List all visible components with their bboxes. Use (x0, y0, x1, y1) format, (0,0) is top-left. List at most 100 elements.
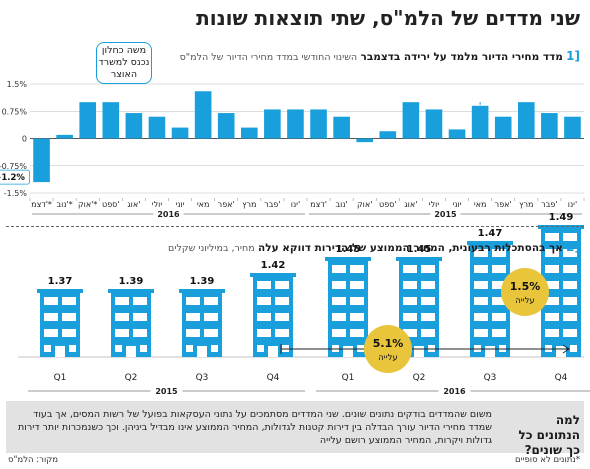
chart2-building-window (421, 281, 435, 289)
chart2-building-window (275, 313, 289, 321)
chart2-building-window (563, 265, 577, 273)
chart1-bar (125, 113, 143, 139)
chart2-building-door (414, 346, 424, 357)
chart1-bar (79, 102, 97, 139)
data-note: *נתונים לא סופיים (515, 455, 580, 465)
chart2-building-window (428, 345, 435, 352)
chart2-building-roof (325, 257, 371, 261)
chart2-building (328, 261, 368, 357)
chart2-building-window (133, 329, 147, 337)
chart1-bar (471, 105, 489, 139)
chart1-bar (33, 138, 50, 183)
chart1-x-tick-label: מאי (197, 200, 210, 209)
chart1-grid (30, 83, 584, 194)
chart2-building-window (545, 329, 559, 337)
chart2-building-window (115, 329, 129, 337)
chart1-year-bg (153, 208, 184, 220)
chart2-x-tick-label: Q4 (267, 373, 280, 383)
chart2-building-window (499, 345, 506, 352)
chart2-year-label: 2016 (443, 387, 466, 396)
source-note: מקור: הלמ"ס (8, 455, 59, 465)
chart2-building-window (211, 345, 218, 352)
chart1-svg: 1.5% 0.75% 0 -0.75% -1.5% ינו' פבר' מרץ אפר' מאי… (0, 80, 590, 397)
chart1-year-label: 2016 (157, 210, 180, 219)
chart1-bar (310, 109, 327, 139)
chart2-building-roof (396, 257, 442, 261)
chart1-x-tick-label: ספט' (102, 200, 120, 209)
chart1-bar (264, 109, 281, 139)
chart2-building-window (570, 345, 577, 352)
chart2-x-tick-label: Q3 (196, 373, 209, 383)
chart2-building-window (44, 297, 58, 305)
chart2-building-door (343, 346, 353, 357)
chart2-buildings: 1.37 1.39 1.39 1.42 1.45 1.45 1.47 1.49 (37, 212, 584, 357)
chart2-building-window (357, 345, 364, 352)
chart2-building-window (545, 281, 559, 289)
chart2-x-axis: Q1 Q2 Q3 Q4 Q1 Q2 Q3 Q4 (54, 373, 568, 383)
chart2-building-window (350, 297, 364, 305)
chart1-x-tick-label: יולי (152, 200, 163, 209)
chart2-building-window (421, 313, 435, 321)
chart2-building-window (275, 281, 289, 289)
chart2-building-window (474, 265, 488, 273)
chart2-building-window (492, 281, 506, 289)
chart2-building-window (204, 329, 218, 337)
chart2-building-roof (179, 289, 225, 293)
chart2-building-window (350, 281, 364, 289)
chart2-building-window (69, 345, 76, 352)
chart2-value-label: 1.47 (478, 228, 503, 239)
chart2-building-door (485, 346, 495, 357)
section1-number: [1 (566, 49, 580, 63)
chart2-arrow-head (562, 344, 570, 354)
chart1-x-axis: ינו' פבר' מרץ אפר' מאי יוני יולי אוג' ספט' אוק' נו… (29, 198, 585, 209)
chart2-value-label: 1.39 (190, 276, 215, 287)
chart2-building-window (350, 265, 364, 273)
chart2-building-window (332, 265, 346, 273)
chart1-x-tick-label: נוב'* (57, 200, 73, 209)
chart2-year-label: 2015 (155, 387, 178, 396)
chart2-badge-label: עלייה (515, 296, 535, 306)
chart2-building-window (257, 329, 271, 337)
chart2-building-window (545, 265, 559, 273)
chart2-building-window (563, 329, 577, 337)
chart1-x-tick-label: אפר' (495, 200, 512, 209)
chart2-building-window (257, 281, 271, 289)
chart2-building-window (133, 313, 147, 321)
chart2-building-window (563, 233, 577, 241)
chart1-x-tick-label: יוני (176, 200, 185, 209)
chart1-x-tick-label: יולי (429, 200, 440, 209)
chart2-building-window (563, 281, 577, 289)
chart2-x-tick-label: Q1 (54, 373, 67, 383)
chart1-value-label-box (0, 169, 30, 185)
chart1-x-tick-label: אוג' (404, 200, 417, 209)
chart2-building-window (186, 313, 200, 321)
section1-subtitle: השינוי החודשי במדד מחירי הדיור של הלמ"ס (179, 52, 358, 63)
chart1-bar (171, 127, 189, 139)
chart2-building-door (126, 346, 136, 357)
chart1-x-tick-label: ינו' (568, 200, 577, 209)
chart2-building-window (332, 345, 339, 352)
chart1-x-tick-label: אוק'* (78, 200, 97, 209)
chart1-bar (194, 91, 212, 139)
chart2-badge-q3q4 (501, 268, 549, 316)
chart2-building-window (545, 249, 559, 257)
chart2-x-tick-label: Q2 (413, 373, 426, 383)
chart2-building-window (186, 297, 200, 305)
section1-title: מדד מחירי הדיור מלמד על ירידה בדצמבר (360, 51, 563, 63)
chart2-building-window (545, 345, 552, 352)
chart2-building-window (474, 329, 488, 337)
chart1-bar (425, 109, 443, 139)
chart1-year-label: 2015 (434, 210, 457, 219)
chart2-value-label: 1.39 (119, 276, 144, 287)
chart2-building-window (421, 297, 435, 305)
chart1-bars (33, 91, 581, 183)
chart2-building-window (332, 297, 346, 305)
chart2-building-door (268, 346, 278, 357)
chart2-building-window (403, 281, 417, 289)
chart2-building-window (403, 329, 417, 337)
chart2-building-window (474, 297, 488, 305)
chart2-annotations: 5.1% עלייה 1.5% עלייה (280, 268, 570, 373)
chart2-building-window (44, 345, 51, 352)
section2-number: [2 (566, 240, 580, 254)
chart2-building-window (563, 249, 577, 257)
